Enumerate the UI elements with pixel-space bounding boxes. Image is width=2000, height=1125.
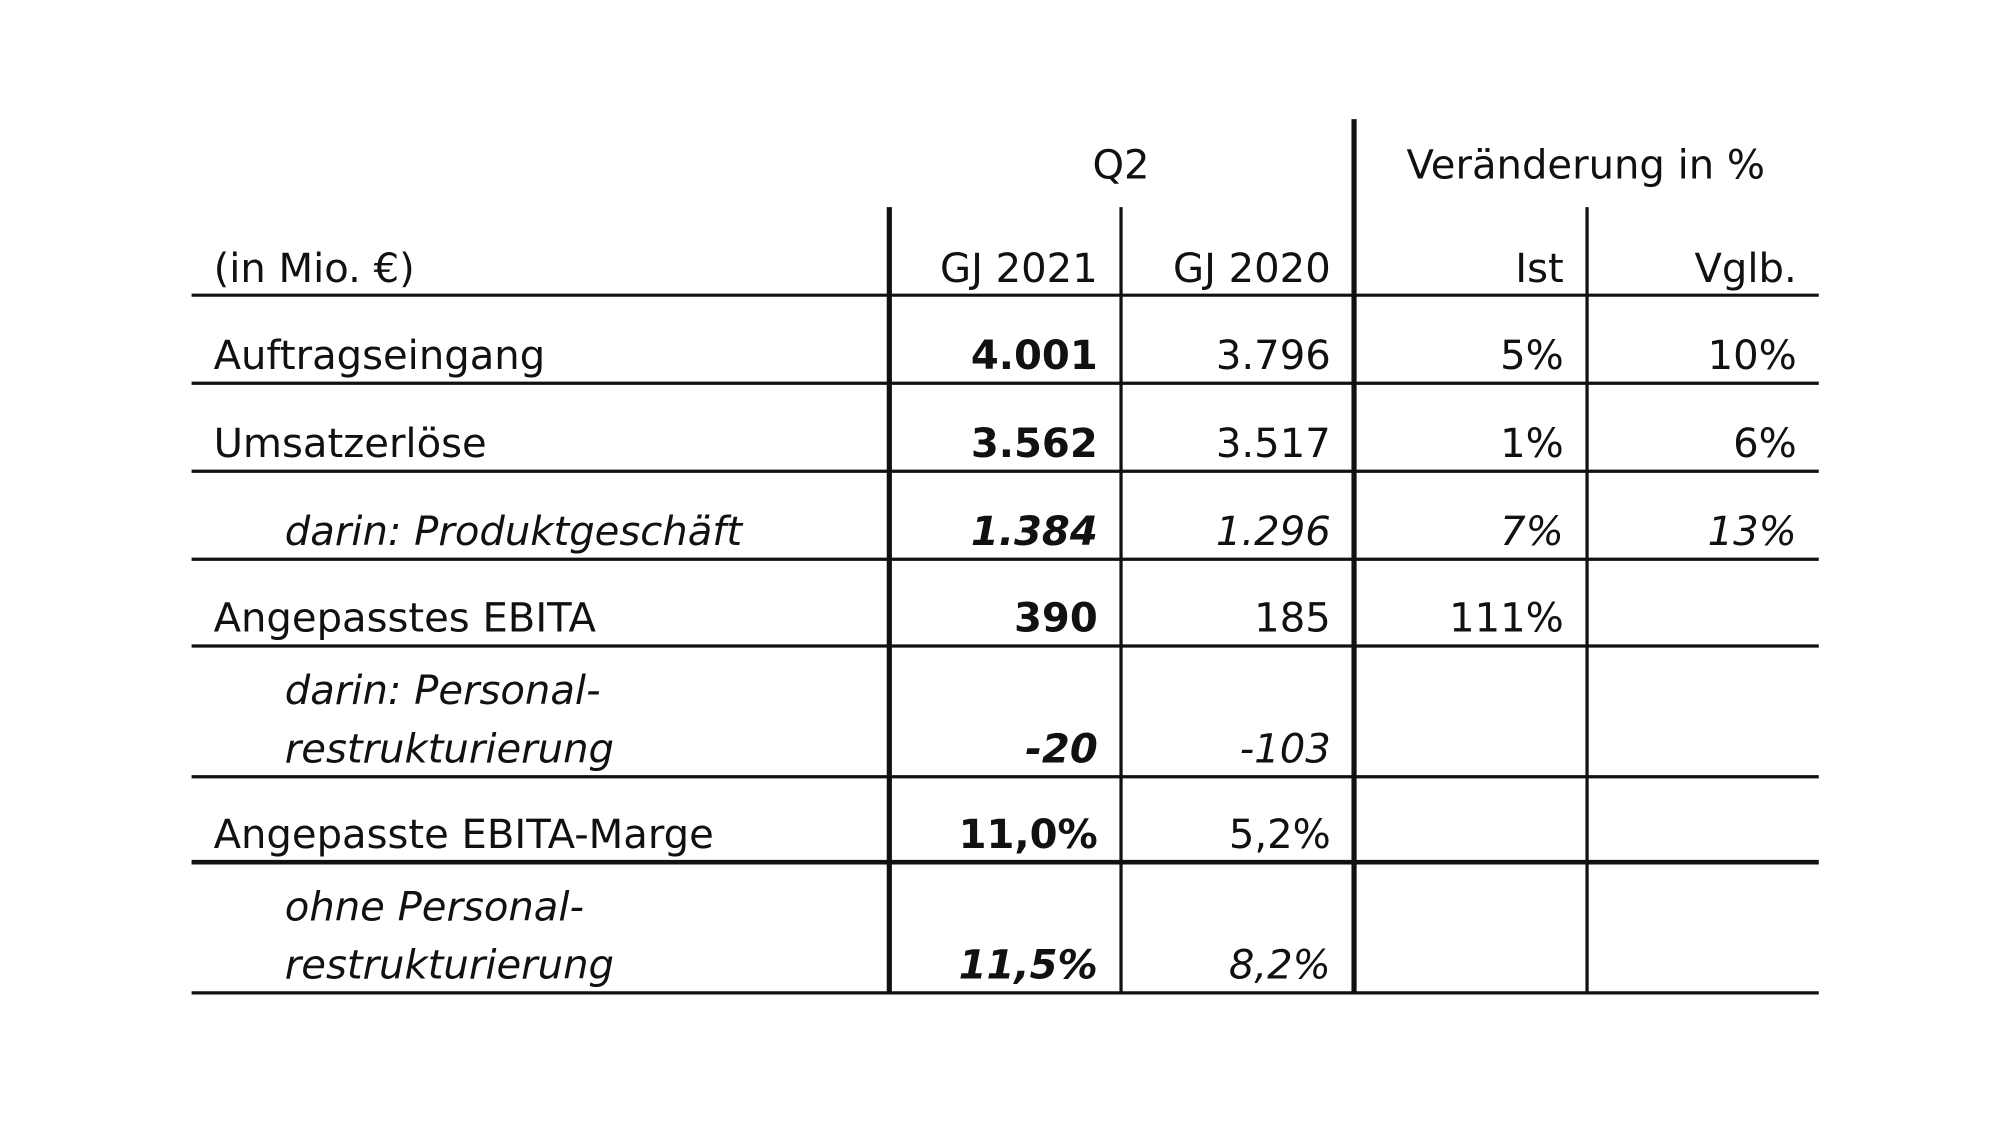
column-header: Ist (1515, 246, 1563, 292)
row-label: Auftragseingang (214, 333, 546, 379)
cell: 1% (1500, 421, 1564, 467)
cell: 3.796 (1216, 333, 1331, 379)
row-label: ohne Personal- (285, 884, 584, 930)
unit-label: (in Mio. €) (214, 246, 415, 292)
cell: 3.517 (1216, 421, 1331, 467)
row-label: restrukturierung (285, 727, 614, 773)
cell: 7% (1500, 509, 1564, 555)
cell: 1.296 (1216, 509, 1331, 555)
row-label: Angepasstes EBITA (214, 596, 597, 642)
cell: 10% (1708, 333, 1797, 379)
column-header: GJ 2021 (940, 246, 1098, 292)
row-label: darin: Produktgeschäft (285, 509, 744, 555)
cell: 11,0% (959, 812, 1098, 858)
column-header: Vglb. (1694, 246, 1796, 292)
row-label: Umsatzerlöse (214, 421, 487, 467)
cell: 1.384 (971, 509, 1098, 555)
cell: 13% (1708, 509, 1797, 555)
cell: -103 (1240, 727, 1331, 773)
cell: 8,2% (1229, 943, 1331, 989)
cell: 5,2% (1229, 812, 1331, 858)
group-header: Q2 (1092, 143, 1149, 189)
cell: 11,5% (959, 943, 1098, 989)
row-label: restrukturierung (285, 943, 614, 989)
cell: -20 (1025, 727, 1097, 773)
row-label: Angepasste EBITA-Marge (214, 812, 714, 858)
cell: 5% (1500, 333, 1564, 379)
cell: 4.001 (971, 333, 1098, 379)
row-label: darin: Personal- (285, 668, 601, 714)
cell: 6% (1733, 421, 1797, 467)
cell: 185 (1254, 596, 1331, 642)
cell: 390 (1014, 596, 1098, 642)
cell: 111% (1449, 596, 1564, 642)
group-header: Veränderung in % (1406, 143, 1765, 189)
cell: 3.562 (971, 421, 1098, 467)
column-header: GJ 2020 (1173, 246, 1331, 292)
